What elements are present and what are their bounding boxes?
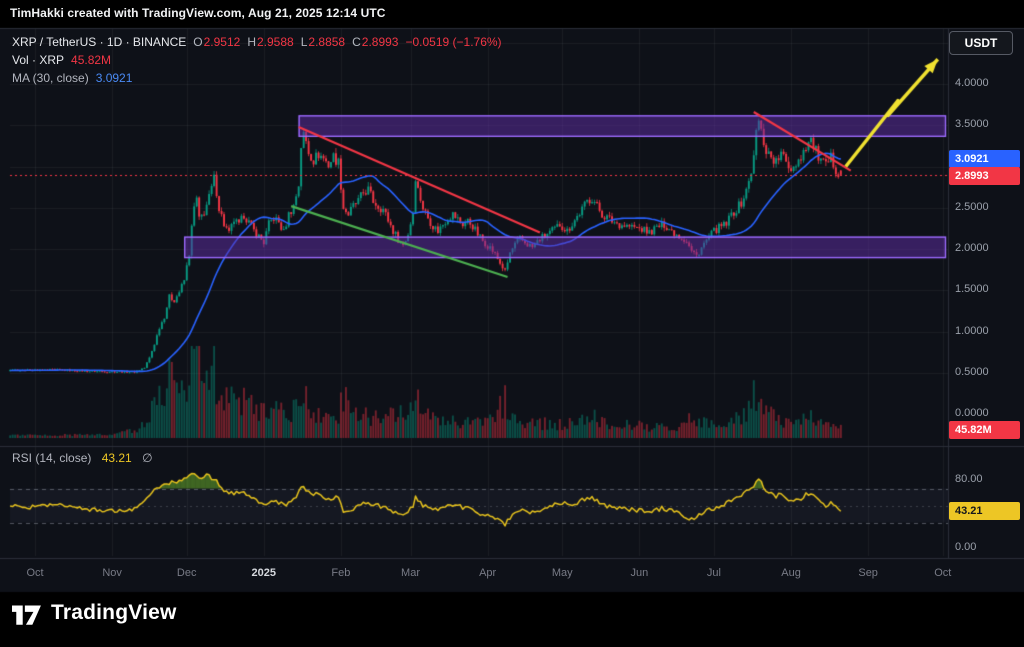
time-label: Oct <box>934 567 952 579</box>
tradingview-logo-icon[interactable] <box>12 600 42 626</box>
close-value: C2.8993 <box>352 35 399 49</box>
rsi-tick: 80.00 <box>955 473 983 485</box>
time-label: Oct <box>26 567 44 579</box>
time-label: 2025 <box>251 567 277 579</box>
price-tick: 2.0000 <box>955 242 989 254</box>
high-value: H2.9588 <box>247 35 294 49</box>
open-value: O2.9512 <box>193 35 241 49</box>
time-label: Jun <box>630 567 649 579</box>
change-value: −0.0519 (−1.76%) <box>405 35 502 49</box>
price-tick: 0.0000 <box>955 407 989 419</box>
rsi-null-icon: ∅ <box>142 451 153 465</box>
footer-brand[interactable]: TradingView <box>51 601 177 624</box>
rsi-label[interactable]: RSI (14, close) <box>12 451 92 465</box>
time-axis[interactable]: Oct Nov Dec 2025 Feb Mar Apr May Jun Jul Aug Sep Oct <box>0 558 952 592</box>
ma-value: 3.0921 <box>95 71 133 85</box>
time-label: Aug <box>781 567 801 579</box>
currency-toggle-button[interactable]: USDT <box>949 31 1013 55</box>
volume-badge: 45.82M <box>949 421 1020 439</box>
rsi-tick: 0.00 <box>955 541 977 553</box>
symbol-title[interactable]: XRP / TetherUS · 1D · BINANCE <box>12 35 187 49</box>
price-axis[interactable]: 3.0921 2.8993 45.82M 43.21 4.0000 3.5000 2… <box>948 28 1024 558</box>
time-label: Dec <box>176 567 197 579</box>
symbol-legend-row: XRP / TetherUS · 1D · BINANCE O2.9512 H2… <box>12 33 502 51</box>
rsi-value-badge: 43.21 <box>949 502 1020 521</box>
footer-bar: TradingView <box>12 600 177 626</box>
volume-label[interactable]: Vol · XRP <box>12 53 65 67</box>
ma-legend-row: MA (30, close) 3.0921 <box>12 69 502 87</box>
low-value: L2.8858 <box>300 35 346 49</box>
rsi-value: 43.21 <box>101 451 132 465</box>
ma-label[interactable]: MA (30, close) <box>12 71 89 85</box>
time-label: May <box>551 567 573 579</box>
price-tick: 0.5000 <box>955 365 989 378</box>
legend-panel: XRP / TetherUS · 1D · BINANCE O2.9512 H2… <box>12 33 502 87</box>
volume-value: 45.82M <box>71 53 112 67</box>
header-bar: TimHakki created with TradingView.com, A… <box>10 6 386 20</box>
price-tick: 2.5000 <box>955 200 989 213</box>
price-tick: 4.0000 <box>955 77 989 89</box>
price-tick: 1.5000 <box>955 283 989 296</box>
ma-price-badge: 3.0921 <box>949 149 1020 168</box>
price-tick: 3.5000 <box>955 118 989 131</box>
time-label: Feb <box>331 567 351 579</box>
time-label: Sep <box>858 567 878 579</box>
last-price-badge: 2.8993 <box>949 166 1020 185</box>
time-label: Nov <box>102 567 122 579</box>
volume-legend-row: Vol · XRP 45.82M <box>12 51 502 69</box>
time-label: Mar <box>401 567 421 579</box>
header-title: TimHakki created with TradingView.com, A… <box>10 6 386 20</box>
price-tick: 1.0000 <box>955 324 989 337</box>
rsi-legend-row: RSI (14, close) 43.21 ∅ <box>12 451 153 465</box>
time-label: Apr <box>479 567 497 579</box>
time-label: Jul <box>706 567 721 579</box>
